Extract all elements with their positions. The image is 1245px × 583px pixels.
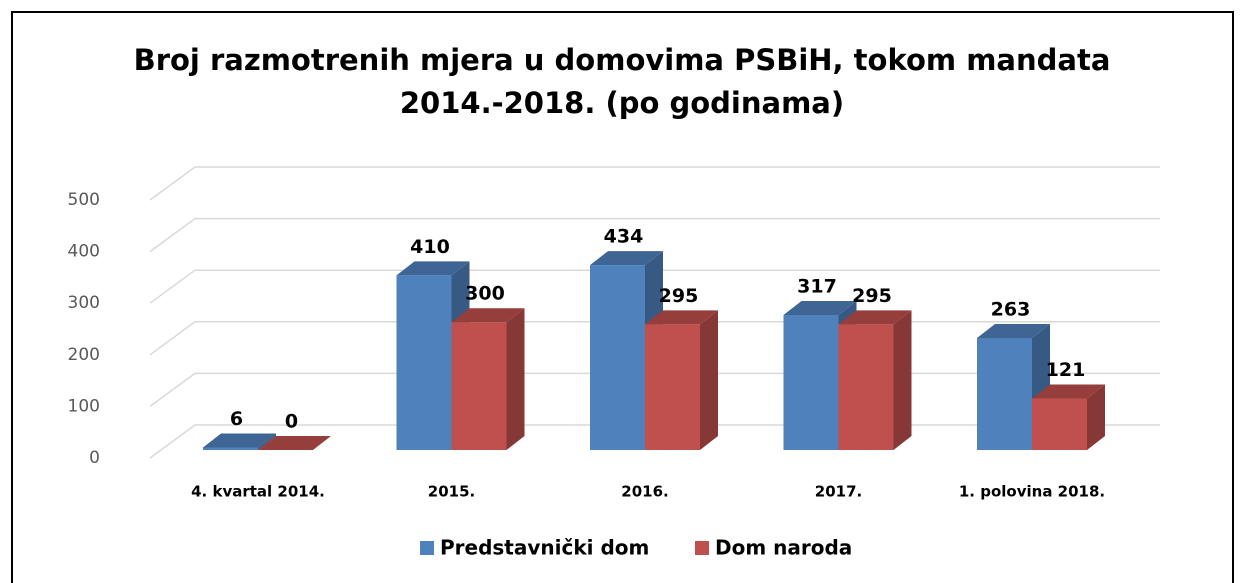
bar bbox=[977, 323, 1050, 450]
bar-front bbox=[396, 275, 452, 450]
bar-top bbox=[590, 251, 663, 266]
bar-top bbox=[645, 310, 718, 325]
bar-top bbox=[203, 433, 276, 448]
bar bbox=[258, 436, 331, 450]
data-label: 6 bbox=[230, 408, 243, 430]
data-label: 263 bbox=[991, 298, 1031, 320]
grid-line bbox=[149, 166, 1160, 201]
y-tick-label: 400 bbox=[68, 242, 100, 262]
bar bbox=[838, 310, 912, 450]
x-tick-label: 2017. bbox=[815, 483, 862, 501]
x-tick-label: 2015. bbox=[428, 483, 475, 501]
x-tick-label: 2016. bbox=[621, 483, 668, 501]
bar bbox=[645, 310, 718, 450]
bar-side bbox=[700, 310, 718, 450]
legend-label: Dom naroda bbox=[715, 536, 852, 560]
bar-side bbox=[893, 310, 912, 450]
bar-top bbox=[1032, 384, 1105, 399]
grid-line bbox=[149, 269, 1160, 304]
bar-front bbox=[590, 265, 645, 450]
bar bbox=[1032, 384, 1105, 450]
y-tick-label: 300 bbox=[68, 293, 100, 313]
legend-label: Predstavnički dom bbox=[440, 536, 649, 560]
chart-title: 2014.-2018. (po godinama) bbox=[400, 86, 844, 120]
bar-front bbox=[451, 322, 507, 450]
data-label: 295 bbox=[852, 285, 892, 307]
grid-line bbox=[149, 217, 1160, 253]
data-label: 300 bbox=[465, 283, 505, 305]
bar-top bbox=[451, 308, 525, 323]
bar-side bbox=[506, 308, 525, 450]
bar-top bbox=[977, 323, 1050, 338]
bar-front bbox=[1032, 398, 1087, 450]
bar bbox=[451, 308, 525, 450]
chart-title: Broj razmotrenih mjera u domovima PSBiH,… bbox=[134, 43, 1111, 77]
y-tick-label: 200 bbox=[68, 345, 100, 365]
bar-front bbox=[838, 324, 894, 450]
bar-front bbox=[645, 324, 700, 450]
x-tick-label: 4. kvartal 2014. bbox=[191, 483, 325, 501]
y-tick-label: 0 bbox=[89, 448, 100, 468]
data-label: 317 bbox=[797, 275, 837, 297]
bar-side bbox=[258, 433, 276, 450]
y-tick-label: 500 bbox=[68, 190, 100, 210]
legend-swatch bbox=[420, 541, 434, 555]
bar-top bbox=[258, 436, 331, 450]
data-label: 295 bbox=[659, 285, 699, 307]
bar-top bbox=[838, 310, 912, 325]
data-label: 121 bbox=[1046, 359, 1086, 381]
bar-front bbox=[203, 447, 258, 450]
bar-front bbox=[977, 337, 1032, 450]
bar-top bbox=[396, 261, 470, 276]
bar-front bbox=[783, 314, 839, 450]
bar bbox=[203, 433, 276, 450]
y-tick-label: 100 bbox=[68, 396, 100, 416]
legend-swatch bbox=[695, 541, 709, 555]
data-label: 434 bbox=[604, 226, 644, 248]
data-label: 410 bbox=[410, 236, 450, 258]
data-label: 0 bbox=[285, 411, 298, 433]
bar-top bbox=[783, 300, 857, 315]
bar-side bbox=[1087, 384, 1105, 450]
x-tick-label: 1. polovina 2018. bbox=[959, 483, 1105, 501]
